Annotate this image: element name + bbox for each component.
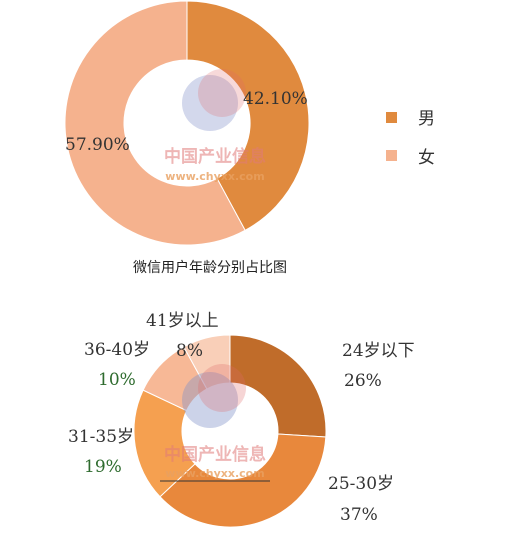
watermark-url: www.chyxx.com	[165, 170, 264, 183]
value-label-31-35: 19%	[84, 457, 122, 477]
legend-label-female: 女	[418, 148, 435, 168]
category-label-25-30: 25-30岁	[328, 474, 394, 494]
legend-swatch-female	[386, 150, 397, 161]
watermark-text-2: 中国产业信息	[164, 444, 266, 465]
slice-label-male: 42.10%	[243, 89, 308, 109]
legend-label-male: 男	[418, 109, 435, 129]
legend-swatch-male	[386, 112, 397, 123]
category-label-under24: 24岁以下	[342, 341, 415, 361]
watermark-text: 中国产业信息	[164, 146, 266, 167]
category-label-over41: 41岁以上	[146, 311, 219, 331]
slice-label-female: 57.90%	[65, 135, 130, 155]
value-label-36-40: 10%	[98, 370, 136, 390]
value-label-under24: 26%	[344, 371, 382, 391]
watermark-logo: 中国产业信息 www.chyxx.com	[164, 69, 266, 183]
watermark-logo-2: 中国产业信息 www.chyxx.com	[160, 364, 270, 482]
age-slice-2	[133, 389, 196, 498]
category-label-31-35: 31-35岁	[68, 427, 134, 447]
category-label-36-40: 36-40岁	[84, 340, 150, 360]
gender-donut-chart	[64, 0, 310, 246]
gender-slice-1	[64, 0, 246, 246]
gender-slice-0	[186, 0, 310, 231]
chart-caption: 微信用户年龄分别占比图	[133, 259, 287, 276]
value-label-25-30: 37%	[340, 505, 378, 525]
age-slice-0	[229, 334, 327, 438]
value-label-over41: 8%	[176, 341, 203, 361]
age-donut-chart	[133, 334, 327, 528]
age-slice-4	[183, 334, 231, 390]
legend: 男 女	[386, 109, 435, 168]
watermark-url-2: www.chyxx.com	[165, 467, 264, 480]
